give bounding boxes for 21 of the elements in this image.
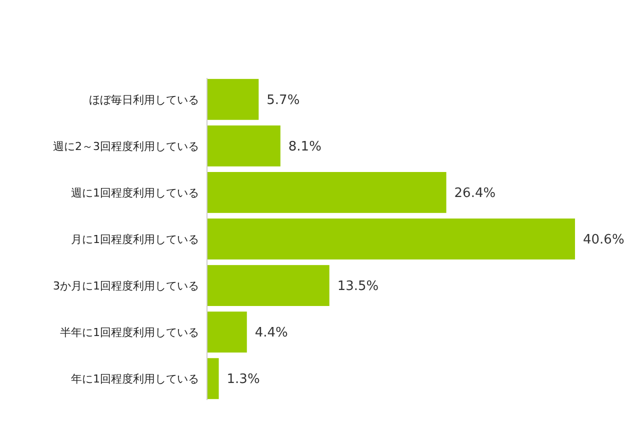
bar (207, 218, 575, 260)
bar (207, 312, 247, 353)
data-label: 13.5% (337, 279, 379, 294)
y-tick-label: 週に2～3回程度利用している (53, 140, 199, 153)
bar (207, 125, 280, 166)
bar (207, 78, 259, 120)
y-tick-label: ほぼ毎日利用している (89, 93, 199, 106)
data-label: 26.4% (454, 186, 496, 202)
y-tick-label: 年に1回程度利用している (71, 372, 199, 386)
y-tick-label: 月に1回程度利用している (71, 232, 199, 246)
data-label: 1.3% (226, 372, 260, 388)
data-label: 8.1% (288, 139, 322, 154)
bar (207, 265, 330, 306)
y-tick-label: 半年に1回程度利用している (60, 326, 199, 339)
bar (207, 358, 219, 400)
data-label: 4.4% (254, 326, 288, 341)
y-tick-label: 3か月に1回程度利用している (53, 279, 199, 292)
y-tick-label: 週に1回程度利用している (71, 186, 199, 200)
data-label: 5.7% (266, 92, 300, 108)
data-label: 40.6% (583, 232, 624, 248)
bar (207, 172, 446, 213)
